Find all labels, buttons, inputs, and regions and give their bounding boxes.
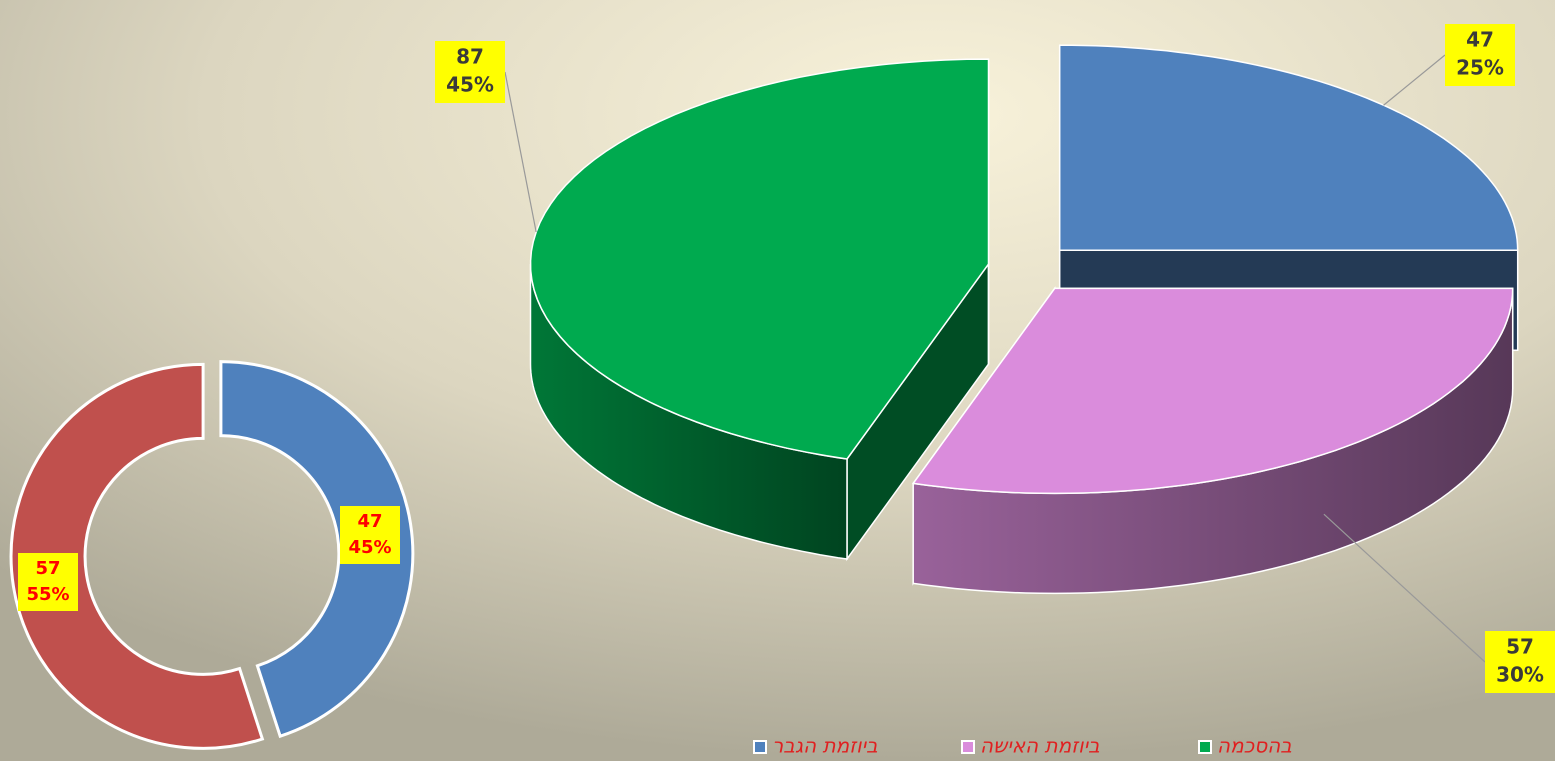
label-box: [1485, 631, 1555, 693]
label-box: [18, 553, 78, 611]
label-box: [340, 506, 400, 564]
pie-3d: [529, 44, 1519, 595]
label-percent: 25%: [1456, 56, 1504, 80]
slice: [529, 58, 990, 460]
label-percent: 30%: [1496, 663, 1544, 687]
label-percent: 55%: [26, 584, 69, 605]
label-percent: 45%: [446, 73, 494, 97]
leader-line: [1383, 54, 1446, 106]
legend-label: ביוזמת הגבר: [772, 734, 878, 758]
donut-slice: [9, 362, 265, 750]
label-count: 87: [456, 45, 484, 69]
slice: [911, 287, 1514, 495]
label-count: 57: [35, 558, 60, 579]
label-count: 47: [1466, 28, 1494, 52]
label-percent: 45%: [348, 537, 391, 558]
legend-swatch: [1198, 740, 1212, 754]
label-box: [1445, 24, 1515, 86]
legend-swatch: [961, 740, 975, 754]
label-count: 47: [357, 511, 382, 532]
label-box: [435, 41, 505, 103]
legend-swatch: [753, 740, 767, 754]
legend-label: בהסכמה: [1217, 734, 1292, 758]
label-count: 57: [1506, 635, 1534, 659]
legend-label: ביוזמת האישה: [980, 734, 1100, 758]
leader-line: [1323, 513, 1486, 663]
leader-line: [504, 71, 537, 233]
donut-slice: [219, 360, 415, 739]
